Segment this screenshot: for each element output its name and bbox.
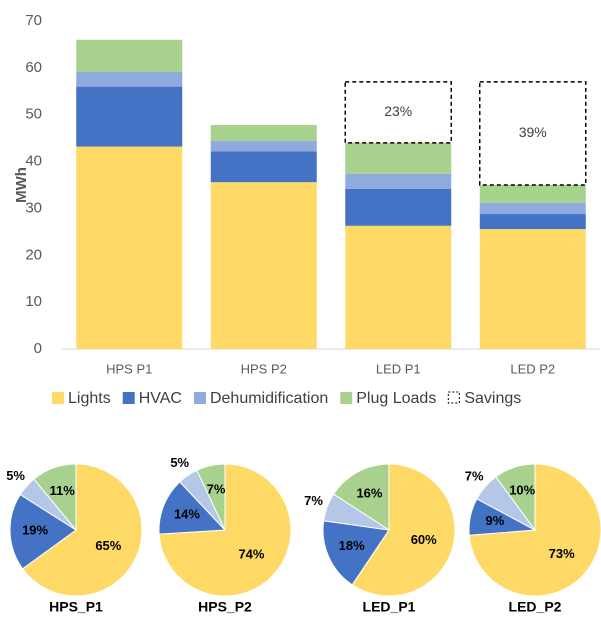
pie-label: 14%: [174, 506, 200, 521]
pie-label: 9%: [486, 513, 505, 528]
pie-wedge: [21, 463, 143, 597]
pie-label: 73%: [549, 546, 575, 561]
y-tick-label: 20: [25, 246, 42, 263]
legend-text: Lights: [68, 390, 111, 407]
bar-segment: [345, 188, 452, 226]
pie-label: 16%: [356, 485, 382, 500]
bar-segment: [345, 225, 452, 349]
pie-label: 65%: [95, 538, 121, 553]
x-tick-label: LED P1: [376, 361, 421, 376]
pie-wedge: [196, 463, 226, 531]
bar-segment: [210, 140, 317, 152]
bar-segment: [345, 173, 452, 189]
y-tick-label: 60: [25, 59, 42, 76]
pie-label: 10%: [509, 483, 535, 498]
x-tick-label: LED P2: [510, 361, 555, 376]
pie-label: 5%: [6, 468, 25, 483]
pie-label: 11%: [49, 483, 75, 498]
bar-segment: [76, 86, 183, 147]
legend-swatch: [122, 392, 135, 404]
bar-segment: [76, 39, 183, 72]
pie-label: 19%: [22, 523, 48, 538]
pie-wedge: [495, 463, 536, 532]
y-tick-label: 70: [25, 12, 42, 29]
bar-segment: [76, 146, 183, 349]
legend-text: HVAC: [139, 390, 182, 407]
pie-wedge: [332, 463, 390, 531]
legend-text: Savings: [464, 390, 521, 407]
y-tick-label: 50: [25, 106, 42, 123]
pie-label: 7%: [207, 482, 226, 497]
legend-text: Dehumidification: [210, 390, 328, 407]
pie-label: 7%: [304, 493, 323, 508]
pie-wedge: [158, 481, 227, 535]
pie-wedge: [9, 493, 77, 570]
pie-label: 7%: [465, 469, 484, 484]
bar-segment: [210, 125, 317, 141]
annotation: 23%: [384, 103, 412, 119]
y-axis-label: MWh: [13, 167, 30, 203]
bar-segment: [479, 185, 586, 203]
pie-wedge: [351, 463, 456, 597]
pie-title: HPS_P1: [49, 599, 103, 615]
y-tick-label: 10: [25, 293, 42, 310]
y-tick-label: 0: [34, 340, 42, 357]
bar-segment: [210, 151, 317, 183]
y-tick-label: 30: [25, 199, 42, 216]
annotation: 39%: [519, 124, 547, 140]
pie-label: 18%: [339, 538, 365, 553]
pie-title: LED_P2: [509, 599, 562, 615]
pie-wedge: [33, 463, 77, 532]
pie-label: 5%: [170, 455, 189, 470]
x-tick-label: HPS P1: [106, 361, 152, 376]
bar-segment: [210, 182, 317, 349]
pie-title: HPS_P2: [198, 599, 252, 615]
savings-box: [344, 81, 452, 144]
legend-swatch: [52, 392, 64, 404]
pie-wedge: [322, 520, 390, 586]
legend-swatch: [193, 392, 206, 404]
bar-segment: [76, 71, 183, 87]
legend-text: Plug Loads: [356, 390, 436, 407]
x-tick-label: HPS P2: [241, 361, 287, 376]
legend-swatch: [340, 392, 353, 404]
savings-box: [479, 81, 587, 186]
legend-swatch: [447, 391, 460, 404]
bar-segment: [479, 202, 586, 215]
pie-label: 74%: [238, 546, 264, 561]
bar-segment: [345, 142, 452, 174]
y-tick-label: 40: [25, 153, 42, 170]
bar-segment: [479, 229, 586, 349]
pie-label: 60%: [411, 532, 437, 547]
bar-segment: [479, 214, 586, 230]
pie-title: LED_P1: [363, 599, 416, 615]
